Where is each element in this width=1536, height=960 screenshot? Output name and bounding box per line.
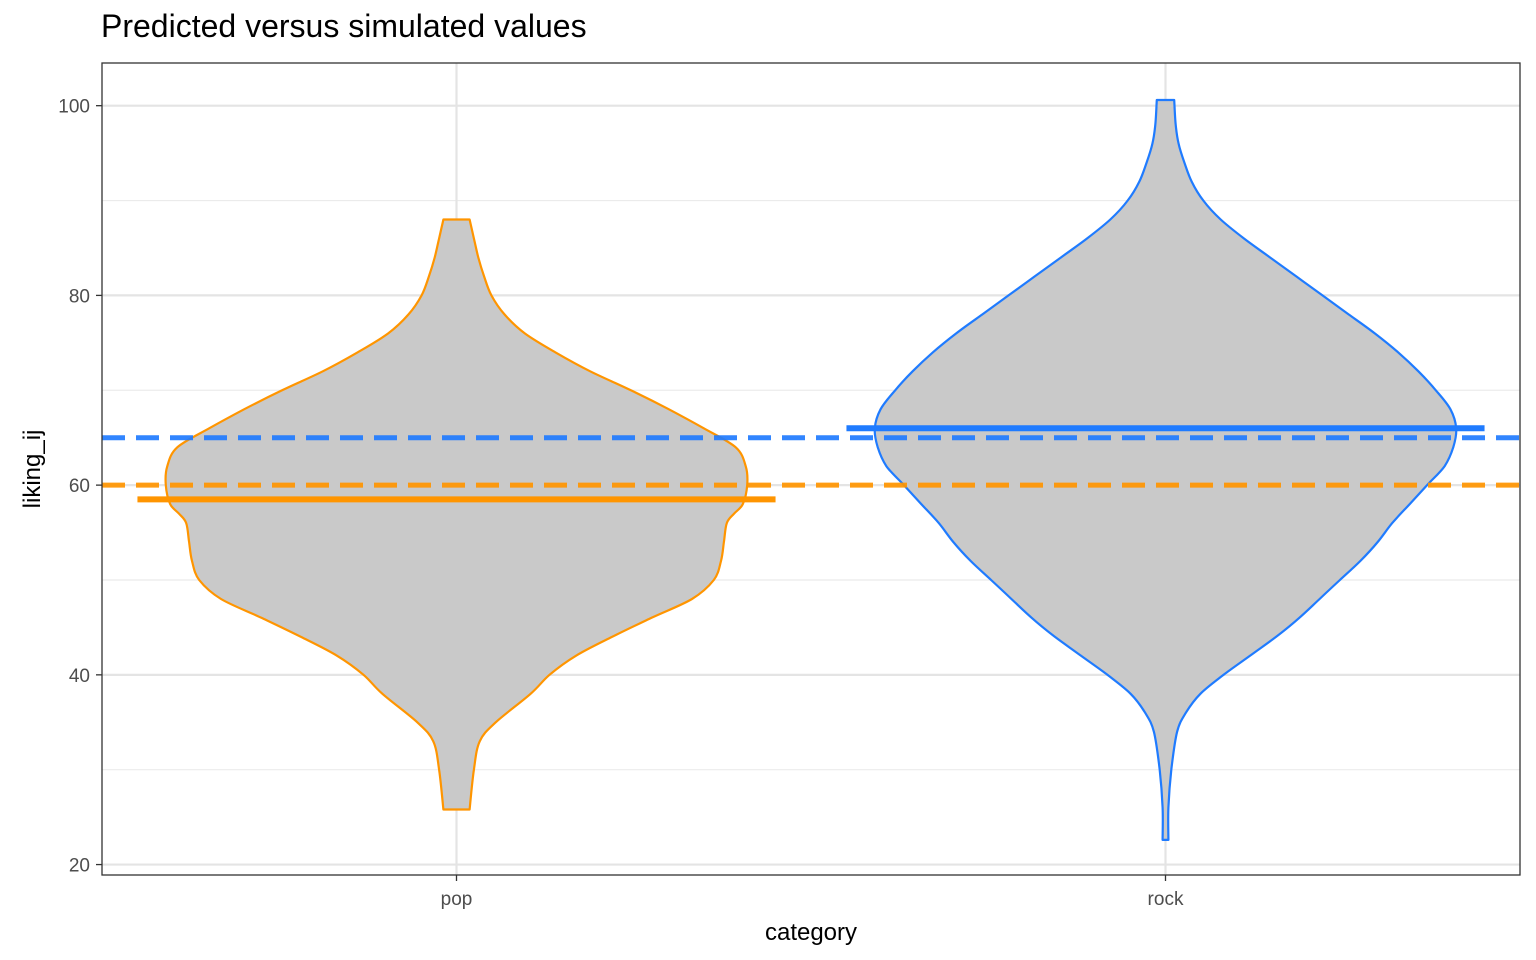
- y-tick-label: 60: [69, 476, 90, 497]
- y-tick-label: 100: [58, 97, 90, 118]
- x-tick-label: rock: [1148, 889, 1184, 910]
- x-tick-label: pop: [441, 889, 473, 910]
- y-axis-title: liking_ij: [19, 430, 46, 509]
- violin-pop: [164, 218, 749, 811]
- axes: 20 40 60 80 100 pop rock: [58, 97, 1184, 910]
- violins: [164, 98, 1458, 841]
- x-axis-title: category: [765, 919, 857, 946]
- plot-border: [101, 62, 1521, 876]
- violin-rock: [873, 98, 1458, 841]
- y-tick-label: 40: [69, 666, 90, 687]
- chart-title: Predicted versus simulated values: [101, 8, 587, 44]
- mean-lines: [102, 425, 1520, 503]
- y-tick-label: 80: [69, 286, 90, 307]
- y-tick-label: 20: [69, 856, 90, 877]
